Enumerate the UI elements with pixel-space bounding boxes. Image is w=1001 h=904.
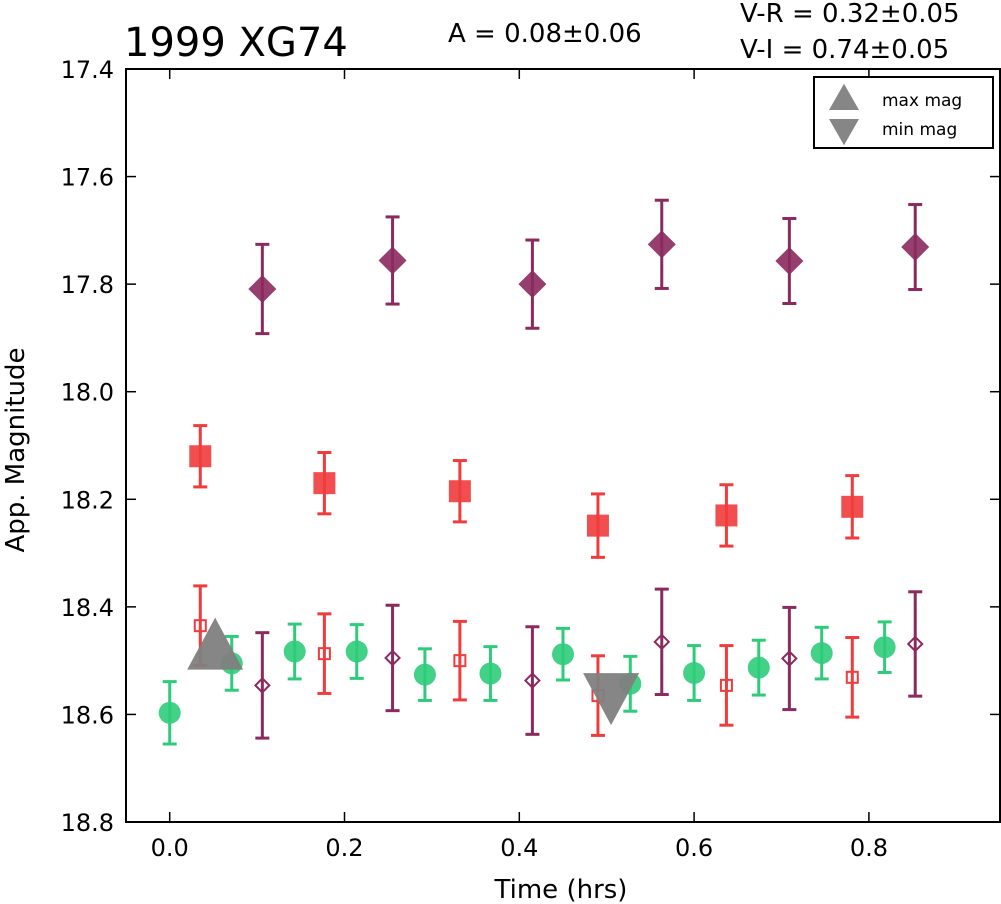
data-point	[523, 672, 541, 689]
data-point	[647, 230, 676, 259]
y-tick-label: 18.4	[61, 594, 114, 622]
data-point	[378, 246, 407, 275]
x-tick-label: 0.2	[325, 834, 363, 862]
y-tick-label: 17.8	[61, 271, 114, 299]
max-mag-marker	[187, 617, 244, 670]
amplitude-annotation: A = 0.08±0.06	[448, 19, 642, 49]
y-tick-label: 18.2	[61, 486, 114, 514]
x-axis-label: Time (hrs)	[494, 875, 628, 904]
data-point	[906, 635, 924, 653]
data-point	[775, 247, 804, 276]
data-point	[448, 480, 471, 503]
y-tick-label: 18.0	[61, 379, 114, 407]
data-point	[586, 514, 609, 537]
data-point	[248, 274, 277, 303]
data-point	[901, 233, 930, 262]
data-point	[193, 619, 207, 633]
y-tick-label: 18.8	[61, 809, 114, 837]
data-point	[283, 640, 306, 663]
data-point	[845, 670, 859, 684]
data-point	[413, 663, 436, 686]
data-point	[518, 270, 547, 299]
plot-marks	[158, 198, 930, 746]
x-tick-label: 0.8	[850, 834, 888, 862]
min-mag-marker	[583, 673, 640, 726]
data-point	[552, 643, 574, 666]
y-tick-label: 18.6	[61, 701, 114, 729]
legend-min-marker	[829, 119, 859, 146]
plot-frame	[125, 68, 1001, 823]
v-r-annotation: V-R = 0.32±0.05	[740, 0, 960, 29]
data-point	[158, 701, 181, 724]
series-3	[248, 198, 930, 336]
data-point	[313, 472, 336, 495]
data-point	[841, 495, 864, 518]
v-i-annotation: V-I = 0.74±0.05	[740, 35, 949, 65]
data-point	[653, 633, 671, 651]
x-tick-label: 0.0	[151, 834, 189, 862]
data-point	[873, 636, 896, 659]
y-axis-label: App. Magnitude	[1, 347, 31, 552]
data-point	[715, 504, 738, 527]
data-point	[189, 445, 212, 468]
data-point	[780, 650, 798, 667]
data-point	[453, 654, 467, 668]
legend-max-marker	[829, 83, 859, 110]
x-tick-label: 0.6	[675, 834, 713, 862]
legend: max mag min mag	[813, 76, 994, 149]
data-point	[345, 640, 368, 663]
data-point	[384, 649, 401, 667]
data-point	[317, 647, 331, 661]
data-point	[810, 642, 833, 665]
data-point	[719, 678, 733, 692]
y-tick-label: 17.4	[61, 56, 114, 84]
data-point	[479, 662, 502, 685]
data-point	[747, 656, 770, 679]
data-point	[253, 676, 271, 694]
legend-label: min mag	[882, 120, 957, 140]
series-4	[253, 587, 924, 740]
y-tick-label: 17.6	[61, 164, 114, 192]
chart-title: 1999 XG74	[124, 20, 348, 66]
legend-label: max mag	[882, 91, 962, 111]
x-tick-label: 0.4	[500, 834, 538, 862]
axes: 0.0 0.2 0.4 0.6 0.8 17.4 17.6 17.8 18.0 18.2 18.4 1…	[61, 56, 1000, 862]
data-point	[683, 662, 706, 685]
series-1	[189, 424, 864, 559]
